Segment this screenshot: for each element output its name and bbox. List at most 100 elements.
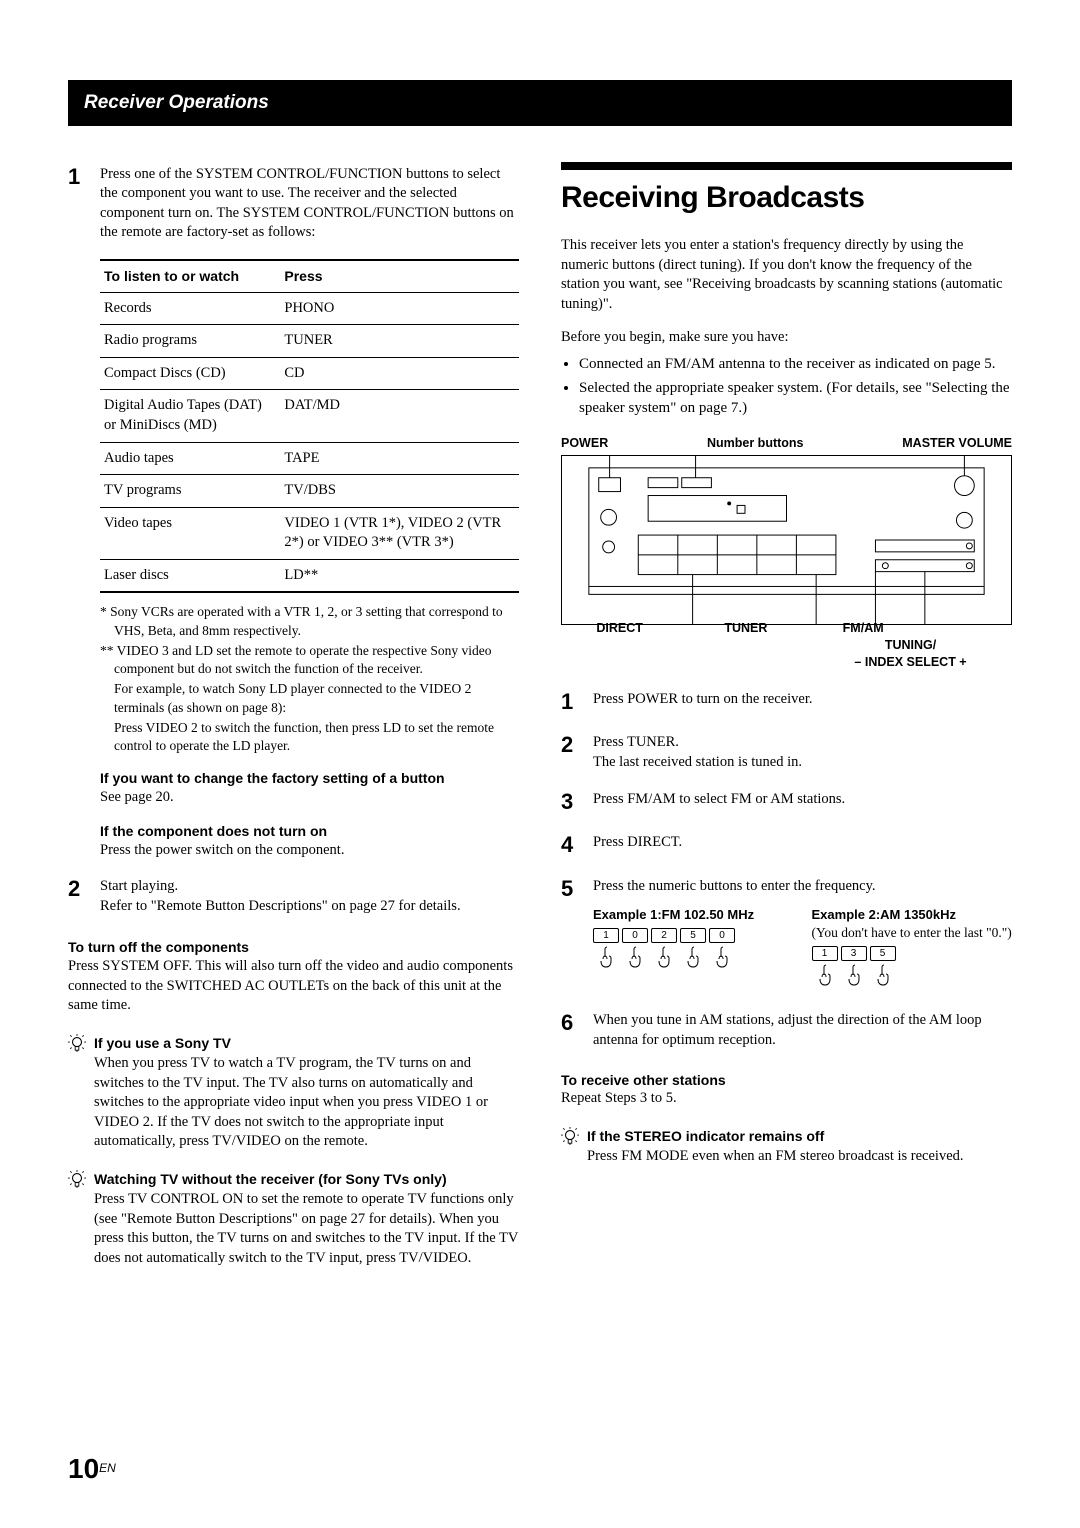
tip-title: If you use a Sony TV <box>94 1035 231 1051</box>
turn-off-text: Press SYSTEM OFF. This will also turn of… <box>68 957 519 1016</box>
section-title: Receiver Operations <box>84 90 996 116</box>
step-number: 1 <box>68 162 86 860</box>
tip-title: Watching TV without the receiver (for So… <box>94 1171 447 1187</box>
label-number-buttons: Number buttons <box>707 435 804 452</box>
two-column-layout: 1 Press one of the SYSTEM CONTROL/FUNCTI… <box>68 162 1012 1269</box>
hand-icon <box>870 963 896 992</box>
table-row: Laser discsLD** <box>100 559 519 592</box>
hand-icon <box>841 963 867 992</box>
table-row: Digital Audio Tapes (DAT) or MiniDiscs (… <box>100 390 519 442</box>
step-body: Start playing. Refer to "Remote Button D… <box>100 874 519 916</box>
tip-body: If the STEREO indicator remains off Pres… <box>587 1127 1012 1167</box>
before-text: Before you begin, make sure you have: <box>561 328 1012 348</box>
step-text: Start playing. <box>100 877 519 897</box>
before-bullets: Connected an FM/AM antenna to the receiv… <box>561 354 1012 419</box>
step-number: 4 <box>561 830 579 860</box>
step-text: Press FM/AM to select FM or AM stations. <box>593 787 1012 817</box>
table-row: Video tapesVIDEO 1 (VTR 1*), VIDEO 2 (VT… <box>100 507 519 559</box>
turn-off-heading: To turn off the components <box>68 938 519 957</box>
change-setting-text: See page 20. <box>100 788 519 808</box>
table-row: Audio tapesTAPE <box>100 442 519 475</box>
tip-icon <box>68 1034 86 1152</box>
num-buttons-row: 1 3 5 <box>812 946 1013 961</box>
tip-text: Press FM MODE even when an FM stereo bro… <box>587 1147 1012 1167</box>
label-master-volume: MASTER VOLUME <box>902 435 1012 452</box>
bullet-item: Selected the appropriate speaker system.… <box>579 378 1012 419</box>
tip-watch-tv: Watching TV without the receiver (for So… <box>68 1170 519 1269</box>
tip-icon <box>68 1170 86 1269</box>
num-btn: 5 <box>680 928 706 943</box>
step-text: Press one of the SYSTEM CONTROL/FUNCTION… <box>100 165 519 243</box>
section-rule <box>561 162 1012 170</box>
step-body: Press one of the SYSTEM CONTROL/FUNCTION… <box>100 162 519 860</box>
table-row: Radio programsTUNER <box>100 325 519 358</box>
rstep-6: 6 When you tune in AM stations, adjust t… <box>561 1008 1012 1050</box>
step-text: Press POWER to turn on the receiver. <box>593 687 1012 717</box>
step-text: Press the numeric buttons to enter the f… <box>593 877 1012 897</box>
big-title: Receiving Broadcasts <box>561 178 1012 219</box>
left-column: 1 Press one of the SYSTEM CONTROL/FUNCTI… <box>68 162 519 1269</box>
num-buttons-row: 1 0 2 5 0 <box>593 928 794 943</box>
function-table: To listen to or watch Press RecordsPHONO… <box>100 259 519 594</box>
hand-icon <box>651 945 677 974</box>
tip-icon <box>561 1127 579 1167</box>
footnote-1: * Sony VCRs are operated with a VTR 1, 2… <box>100 603 519 639</box>
table-head-left: To listen to or watch <box>100 260 280 292</box>
section-header: Receiver Operations <box>68 80 1012 126</box>
step-2: 2 Start playing. Refer to "Remote Button… <box>68 874 519 916</box>
num-btn: 5 <box>870 946 896 961</box>
tip-stereo: If the STEREO indicator remains off Pres… <box>561 1127 1012 1167</box>
examples: Example 1:FM 102.50 MHz 1 0 2 5 0 <box>593 906 1012 992</box>
step-body: Press TUNER. The last received station i… <box>593 730 1012 772</box>
rstep-5: 5 Press the numeric buttons to enter the… <box>561 874 1012 993</box>
step-text: Refer to "Remote Button Descriptions" on… <box>100 897 519 917</box>
footnote-2c: Press VIDEO 2 to switch the function, th… <box>100 719 519 755</box>
table-row: TV programsTV/DBS <box>100 475 519 508</box>
example-title: Example 1:FM 102.50 MHz <box>593 906 794 924</box>
intro-text: This receiver lets you enter a station's… <box>561 236 1012 314</box>
tip-text: When you press TV to watch a TV program,… <box>94 1054 519 1152</box>
label-tuning: TUNING/ <box>809 637 1012 654</box>
page-lang: EN <box>99 1461 116 1475</box>
no-turn-on-text: Press the power switch on the component. <box>100 841 519 861</box>
hand-icon <box>622 945 648 974</box>
example-title: Example 2:AM 1350kHz <box>812 906 1013 924</box>
tip-sony-tv: If you use a Sony TV When you press TV t… <box>68 1034 519 1152</box>
rstep-4: 4 Press DIRECT. <box>561 830 1012 860</box>
other-stations-heading: To receive other stations <box>561 1071 1012 1090</box>
step-number: 2 <box>561 730 579 772</box>
hand-icon <box>709 945 735 974</box>
tip-text: Press TV CONTROL ON to set the remote to… <box>94 1190 519 1268</box>
num-btn: 0 <box>709 928 735 943</box>
step-number: 1 <box>561 687 579 717</box>
page-number: 10EN <box>68 1450 116 1488</box>
step-number: 6 <box>561 1008 579 1050</box>
num-btn: 2 <box>651 928 677 943</box>
label-fmam: FM/AM <box>814 620 913 637</box>
diagram-top-labels: POWER Number buttons MASTER VOLUME <box>561 435 1012 452</box>
step-body: Press the numeric buttons to enter the f… <box>593 874 1012 993</box>
right-column: Receiving Broadcasts This receiver lets … <box>561 162 1012 1269</box>
footnote-2a: ** VIDEO 3 and LD set the remote to oper… <box>100 642 519 678</box>
rstep-1: 1 Press POWER to turn on the receiver. <box>561 687 1012 717</box>
footnote-2b: For example, to watch Sony LD player con… <box>100 680 519 716</box>
table-row: RecordsPHONO <box>100 292 519 325</box>
num-btn: 0 <box>622 928 648 943</box>
step-text: The last received station is tuned in. <box>593 753 1012 773</box>
hand-icon <box>680 945 706 974</box>
other-stations-text: Repeat Steps 3 to 5. <box>561 1089 1012 1109</box>
table-row: Compact Discs (CD)CD <box>100 357 519 390</box>
num-btn: 1 <box>593 928 619 943</box>
hand-icon <box>812 963 838 992</box>
example-note: (You don't have to enter the last "0.") <box>812 924 1013 942</box>
hands-row <box>593 945 794 974</box>
step-number: 2 <box>68 874 86 916</box>
tip-body: Watching TV without the receiver (for So… <box>94 1170 519 1269</box>
label-index-select: – INDEX SELECT + <box>809 654 1012 671</box>
tip-body: If you use a Sony TV When you press TV t… <box>94 1034 519 1152</box>
example-1: Example 1:FM 102.50 MHz 1 0 2 5 0 <box>593 906 794 992</box>
step-text: Press DIRECT. <box>593 830 1012 860</box>
page-num-value: 10 <box>68 1453 99 1484</box>
change-setting-heading: If you want to change the factory settin… <box>100 769 519 788</box>
num-btn: 1 <box>812 946 838 961</box>
